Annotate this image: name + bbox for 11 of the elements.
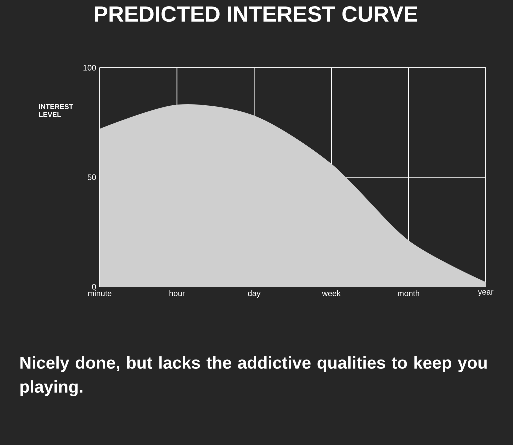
y-tick-label: 50 [88,174,96,180]
x-tick-label: week [322,290,341,296]
x-tick-label: day [248,290,261,298]
x-tick-label: hour [170,290,186,296]
y-tick-label: 0 [92,284,96,290]
x-tick-label: minute [88,290,112,296]
chart-title: PREDICTED INTEREST CURVE [95,6,418,22]
y-tick-label: 100 [84,65,96,71]
text: Nicely done, but lacks the addictive qualities to keep you playing. [20,356,487,396]
x-tick-label: month [398,290,420,296]
x-tick-label: year [478,290,494,296]
